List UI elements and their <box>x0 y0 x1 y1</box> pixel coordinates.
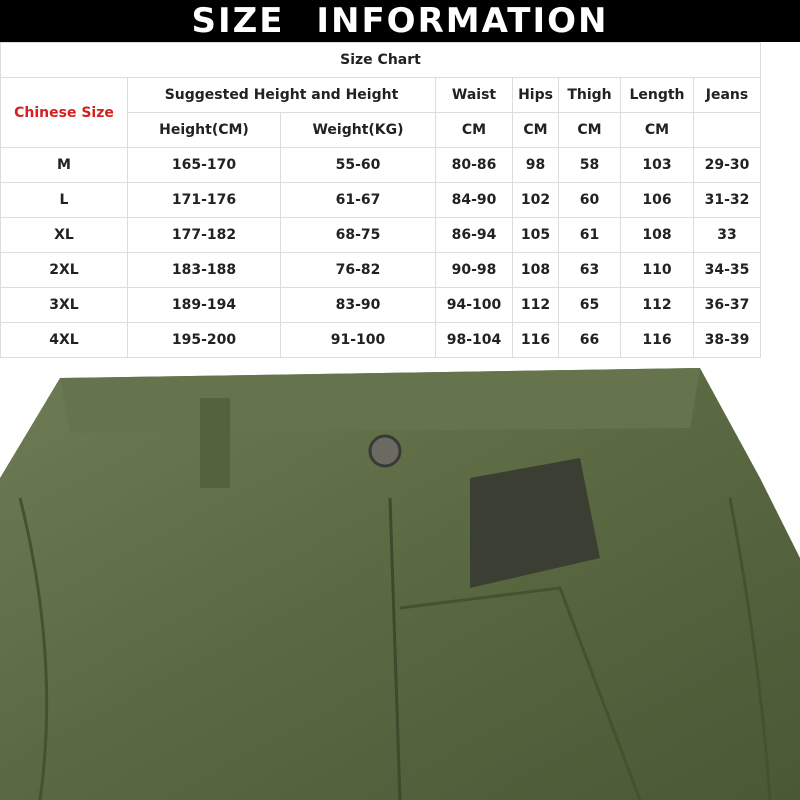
value-cell: 189-194 <box>127 287 281 323</box>
value-cell: 177-182 <box>127 217 281 253</box>
table-row: XL 177-182 68-75 86-94 105 61 108 33 <box>0 217 761 253</box>
size-cell: L <box>0 182 128 218</box>
value-cell: 108 <box>512 252 559 288</box>
size-cell: M <box>0 147 128 183</box>
value-cell: 110 <box>620 252 694 288</box>
value-cell: 112 <box>620 287 694 323</box>
value-cell: 61 <box>558 217 621 253</box>
value-cell: 165-170 <box>127 147 281 183</box>
table-row: 2XL 183-188 76-82 90-98 108 63 110 34-35 <box>0 252 761 288</box>
value-cell: 90-98 <box>435 252 513 288</box>
value-cell: 66 <box>558 322 621 358</box>
value-cell: 98-104 <box>435 322 513 358</box>
value-cell: 80-86 <box>435 147 513 183</box>
value-cell: 102 <box>512 182 559 218</box>
value-cell: 55-60 <box>280 147 436 183</box>
value-cell: 63 <box>558 252 621 288</box>
unit-header: Height(CM) <box>127 112 281 148</box>
value-cell: 106 <box>620 182 694 218</box>
size-cell: 4XL <box>0 322 128 358</box>
unit-header <box>693 112 761 148</box>
value-cell: 91-100 <box>280 322 436 358</box>
value-cell: 98 <box>512 147 559 183</box>
button-icon <box>368 434 402 468</box>
value-cell: 116 <box>620 322 694 358</box>
size-cell: XL <box>0 217 128 253</box>
value-cell: 84-90 <box>435 182 513 218</box>
units-row: Height(CM) Weight(KG) CM CM CM CM <box>1 112 761 148</box>
value-cell: 68-75 <box>280 217 436 253</box>
column-header: Hips <box>512 77 559 113</box>
value-cell: 94-100 <box>435 287 513 323</box>
product-photo-pants <box>0 358 800 800</box>
unit-header: Weight(KG) <box>280 112 436 148</box>
table-row: L 171-176 61-67 84-90 102 60 106 31-32 <box>0 182 761 218</box>
table-row: 4XL 195-200 91-100 98-104 116 66 116 38-39 <box>0 322 761 358</box>
value-cell: 83-90 <box>280 287 436 323</box>
value-cell: 61-67 <box>280 182 436 218</box>
table-title: Size Chart <box>0 42 761 78</box>
unit-header: CM <box>620 112 694 148</box>
value-cell: 38-39 <box>693 322 761 358</box>
unit-header: CM <box>435 112 513 148</box>
value-cell: 112 <box>512 287 559 323</box>
value-cell: 36-37 <box>693 287 761 323</box>
value-cell: 86-94 <box>435 217 513 253</box>
value-cell: 108 <box>620 217 694 253</box>
size-cell: 2XL <box>0 252 128 288</box>
column-header: Thigh <box>558 77 621 113</box>
value-cell: 34-35 <box>693 252 761 288</box>
column-header: Waist <box>435 77 513 113</box>
table-row: 3XL 189-194 83-90 94-100 112 65 112 36-37 <box>0 287 761 323</box>
column-header: Length <box>620 77 694 113</box>
value-cell: 195-200 <box>127 322 281 358</box>
value-cell: 76-82 <box>280 252 436 288</box>
size-chart-table: Size Chart Chinese Size Suggested Height… <box>0 42 761 358</box>
value-cell: 31-32 <box>693 182 761 218</box>
value-cell: 171-176 <box>127 182 281 218</box>
value-cell: 183-188 <box>127 252 281 288</box>
value-cell: 105 <box>512 217 559 253</box>
group-header: Suggested Height and Height <box>127 77 436 113</box>
value-cell: 58 <box>558 147 621 183</box>
size-information-banner: SIZE INFORMATION <box>0 0 800 42</box>
value-cell: 103 <box>620 147 694 183</box>
value-cell: 29-30 <box>693 147 761 183</box>
size-header: Chinese Size <box>0 77 128 148</box>
value-cell: 65 <box>558 287 621 323</box>
unit-header: CM <box>512 112 559 148</box>
column-header: Jeans <box>693 77 761 113</box>
value-cell: 33 <box>693 217 761 253</box>
size-cell: 3XL <box>0 287 128 323</box>
unit-header: CM <box>558 112 621 148</box>
value-cell: 116 <box>512 322 559 358</box>
value-cell: 60 <box>558 182 621 218</box>
table-row: M 165-170 55-60 80-86 98 58 103 29-30 <box>0 147 761 183</box>
